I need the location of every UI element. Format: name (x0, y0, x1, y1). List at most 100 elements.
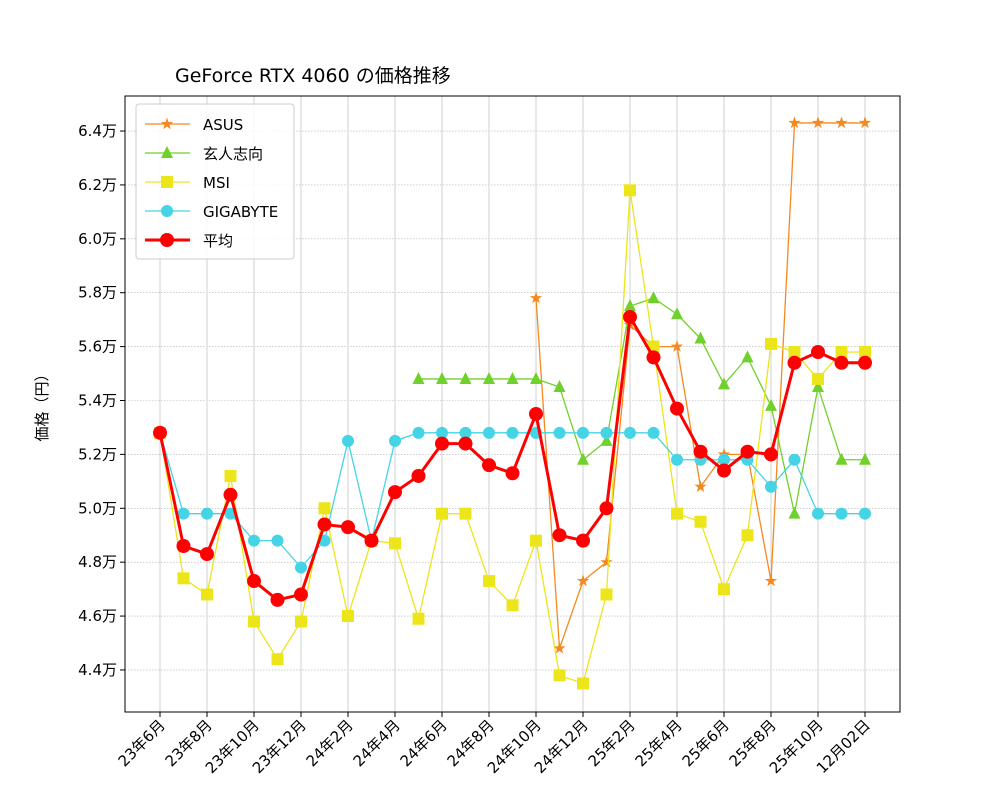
data-point (624, 299, 636, 312)
y-tick-label: 4.8万 (78, 553, 117, 571)
data-point (740, 444, 755, 459)
x-axis: 23年6月23年8月23年10月23年12月24年2月24年4月24年6月24年… (115, 712, 874, 777)
legend-entry: ASUS (145, 116, 243, 134)
data-point (717, 447, 731, 460)
data-point (412, 426, 425, 439)
data-point (835, 452, 848, 465)
data-point (741, 529, 754, 542)
data-point (859, 507, 871, 520)
data-point (671, 453, 683, 466)
data-point (624, 184, 636, 197)
data-point (177, 507, 190, 520)
data-point (200, 547, 214, 562)
data-point (530, 371, 542, 384)
data-point (341, 520, 355, 535)
y-axis-label: 価格（円） (33, 366, 51, 441)
data-point (765, 480, 777, 493)
data-point (811, 116, 825, 129)
legend-entry: GIGABYTE (145, 203, 278, 221)
data-point (529, 291, 543, 304)
data-point (599, 501, 614, 516)
data-point (388, 485, 402, 500)
x-tick-label: 25年4月 (632, 716, 686, 770)
data-point (600, 555, 613, 568)
data-point (764, 574, 778, 587)
data-point (412, 612, 425, 625)
y-tick-label: 5.0万 (78, 499, 117, 517)
data-point (529, 406, 543, 421)
y-tick-label: 5.8万 (78, 284, 117, 302)
data-point (812, 372, 824, 385)
data-point (694, 515, 707, 528)
legend-label: 玄人志向 (203, 145, 263, 163)
data-point (671, 307, 683, 320)
x-tick-label: 25年2月 (585, 716, 639, 770)
data-point (718, 453, 730, 466)
legend-label: 平均 (203, 232, 233, 250)
data-point (506, 371, 519, 384)
data-point (271, 534, 284, 547)
data-point (389, 434, 401, 447)
legend-label: ASUS (203, 116, 243, 134)
data-point (787, 355, 802, 370)
data-point (788, 453, 801, 466)
data-point (693, 444, 708, 459)
y-tick-label: 4.4万 (78, 661, 117, 679)
data-point (788, 116, 801, 129)
series-layer (153, 116, 872, 690)
data-point (647, 426, 660, 439)
plot-frame (124, 95, 901, 713)
data-point (552, 528, 567, 543)
data-point (201, 588, 213, 601)
data-point (435, 436, 449, 451)
data-point (364, 533, 379, 548)
data-point (671, 507, 683, 520)
data-point (858, 116, 872, 129)
data-point (153, 425, 167, 440)
data-point (160, 117, 174, 130)
y-axis: 4.4万 4.6万 4.8万 5.0万 5.2万 5.4万 5.6万 5.8万 6.0万 6.2万… (78, 122, 125, 679)
data-point (161, 176, 173, 188)
series-GIGABYTE (154, 426, 871, 574)
data-point (765, 337, 777, 350)
data-point (577, 426, 589, 439)
data-point (458, 436, 473, 451)
data-point (459, 371, 472, 384)
data-point (812, 380, 824, 393)
data-point (482, 458, 496, 473)
legend-label: MSI (203, 174, 230, 192)
data-point (160, 233, 174, 247)
data-point (600, 433, 613, 446)
data-point (765, 398, 777, 411)
y-tick-label: 6.2万 (78, 176, 117, 194)
data-point (624, 426, 636, 439)
data-point (694, 331, 707, 344)
data-point (623, 309, 637, 324)
series-line (158, 312, 865, 602)
data-point (553, 426, 566, 439)
data-point (835, 116, 848, 129)
data-point (342, 434, 354, 447)
data-point (224, 469, 237, 482)
data-point (764, 447, 778, 462)
data-point (506, 426, 519, 439)
data-point (177, 572, 190, 585)
chart-title: GeForce RTX 4060 の価格推移 (175, 65, 451, 87)
data-point (506, 599, 519, 612)
x-tick-label: 24年2月 (303, 716, 357, 770)
data-point (577, 452, 589, 465)
data-point (505, 466, 520, 481)
data-point (600, 426, 613, 439)
data-point (577, 677, 589, 690)
data-point (459, 426, 472, 439)
y-tick-label: 5.2万 (78, 445, 117, 463)
data-point (389, 537, 401, 550)
legend: ASUS 玄人志向 MSI GIGABYTE 平均 (135, 103, 295, 260)
y-tick-label: 4.6万 (78, 607, 117, 625)
data-point (248, 534, 260, 547)
data-point (646, 350, 661, 365)
legend-entry: 玄人志向 (145, 145, 263, 163)
data-point (270, 592, 285, 607)
data-point (294, 587, 308, 602)
